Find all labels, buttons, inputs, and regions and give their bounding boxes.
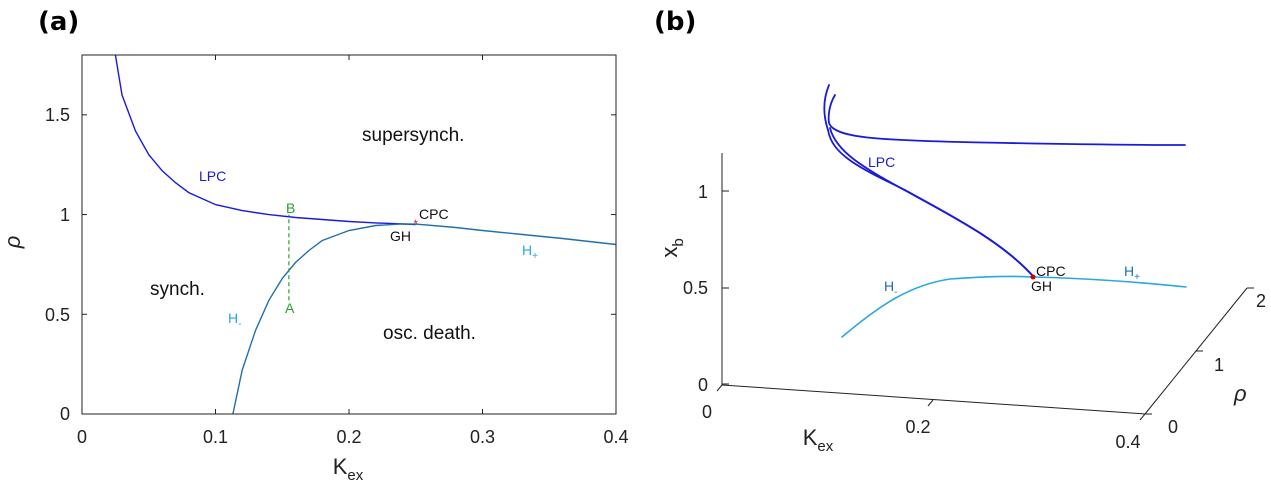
panel-b-cpc-marker bbox=[1030, 274, 1036, 280]
panel-b-ytick-label-2: 2 bbox=[1256, 291, 1266, 311]
panel-b-xtick-mark-1 bbox=[927, 399, 934, 407]
panel-b-ztick-label-0: 0 bbox=[698, 375, 708, 395]
panel-b-xtick-mark-2 bbox=[1139, 413, 1146, 421]
panel-b-label-h-plus: H+ bbox=[1124, 263, 1140, 283]
panel-a-ytick-1: 0.5 bbox=[45, 305, 70, 325]
panel-b-xtick-label-2: 0.4 bbox=[1115, 432, 1140, 452]
panel-a-series-lpc bbox=[114, 54, 416, 226]
panel-b-label-gh: GH bbox=[1031, 278, 1052, 294]
panel-b-lpc-curve-1 bbox=[827, 129, 1033, 276]
panel-a-series-h- bbox=[415, 223, 617, 246]
panel-a-label-cpc: CPC bbox=[419, 206, 449, 222]
panel-b-axes bbox=[716, 153, 1254, 421]
panel-a-xtick-1: 0.1 bbox=[203, 427, 228, 447]
panel-a-ytick-0: 0 bbox=[60, 404, 70, 424]
panel-b-label-lpc: LPC bbox=[868, 154, 895, 170]
panel-b-h-minus-curve bbox=[841, 275, 1034, 338]
panel-b-xtick-mark-0 bbox=[716, 384, 723, 392]
panel-b-zlabel: xb bbox=[657, 238, 687, 257]
region-osc-death: osc. death. bbox=[383, 323, 476, 344]
panel-b-xlabel: Kex bbox=[803, 425, 834, 455]
panel-b-tag: (b) bbox=[654, 7, 696, 37]
panel-a-label-a: A bbox=[285, 300, 295, 316]
panel-b-x-axis bbox=[721, 384, 1146, 415]
panel-a-axes-box bbox=[81, 54, 617, 415]
panel-a-label-h-minus: H- bbox=[228, 310, 241, 330]
panel-a-xtick-0: 0 bbox=[77, 427, 87, 447]
panel-b-xtick-label-0: 0 bbox=[702, 402, 712, 422]
panel-b-upper-branch bbox=[827, 94, 1186, 146]
panel-a-ylabel: ρ bbox=[0, 236, 25, 250]
panel-a-label-lpc: LPC bbox=[199, 168, 226, 184]
panel-a-ytick-3: 1.5 bbox=[45, 105, 70, 125]
panel-a-lines: * bbox=[114, 54, 617, 415]
panel-a-tag: (a) bbox=[38, 7, 79, 37]
panel-a-label-h-plus: H+ bbox=[522, 242, 538, 262]
panel-b-ztick-label-1: 0.5 bbox=[683, 278, 708, 298]
panel-a-series-h- bbox=[232, 223, 416, 415]
panel-b-lpc-curve-2 bbox=[829, 127, 1034, 277]
panel-b-ytick-label-0: 0 bbox=[1168, 417, 1178, 437]
region-synch: synch. bbox=[150, 279, 205, 300]
panel-b-ytick-label-1: 1 bbox=[1214, 355, 1224, 375]
panel-a-xlabel: Kex bbox=[333, 454, 364, 484]
panel-a-xtick-3: 0.3 bbox=[470, 427, 495, 447]
panel-a-label-gh: GH bbox=[390, 228, 411, 244]
panel-b-xtick-label-1: 0.2 bbox=[905, 417, 930, 437]
panel-b-h-plus-curve bbox=[1032, 276, 1187, 288]
region-supersynch: supersynch. bbox=[362, 125, 464, 146]
panel-a-ticks bbox=[81, 55, 617, 415]
panel-b-label-cpc: CPC bbox=[1036, 263, 1066, 279]
panel-b-ylabel: ρ bbox=[1233, 381, 1247, 406]
panel-b-ztick-label-2: 1 bbox=[698, 182, 708, 202]
panel-a-xtick-2: 0.2 bbox=[336, 427, 361, 447]
panel-a-xtick-4: 0.4 bbox=[603, 427, 628, 447]
panel-b-upper-branch-inner bbox=[823, 84, 830, 131]
panel-b-curves bbox=[823, 84, 1187, 338]
panel-a-cpc-marker: * bbox=[413, 217, 418, 231]
panel-a-label-b: B bbox=[286, 200, 295, 216]
panel-b-label-h-minus: H- bbox=[884, 278, 897, 298]
panel-a-ytick-2: 1 bbox=[60, 205, 70, 225]
